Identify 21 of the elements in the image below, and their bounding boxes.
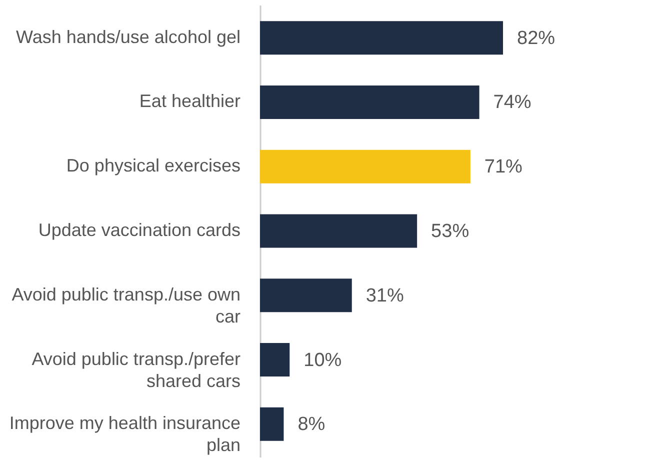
- bar: [260, 407, 284, 441]
- data-label: 8%: [298, 414, 326, 436]
- data-label: 10%: [304, 350, 342, 371]
- data-label: 82%: [517, 28, 556, 49]
- y-tick-label: Wash hands/use alcohol gel: [16, 26, 240, 47]
- y-tick-label: Avoid public transp./use own car: [12, 284, 240, 326]
- bar: [260, 343, 290, 377]
- y-tick-label: Improve my health insurance plan: [9, 413, 240, 456]
- data-label: 71%: [484, 156, 523, 178]
- bar: [260, 21, 503, 55]
- y-tick-label: Eat healthier: [139, 91, 240, 112]
- y-tick-label: Avoid public transp./prefer shared cars: [32, 348, 240, 391]
- data-label: 74%: [493, 92, 532, 114]
- y-tick-label: Update vaccination cards: [38, 220, 240, 240]
- bar: [260, 150, 470, 184]
- bar: [260, 278, 352, 312]
- bar: [260, 214, 418, 248]
- data-label: 31%: [366, 285, 404, 306]
- data-label: 53%: [431, 221, 470, 242]
- y-tick-label: Do physical exercises: [66, 156, 240, 176]
- bar: [260, 85, 480, 119]
